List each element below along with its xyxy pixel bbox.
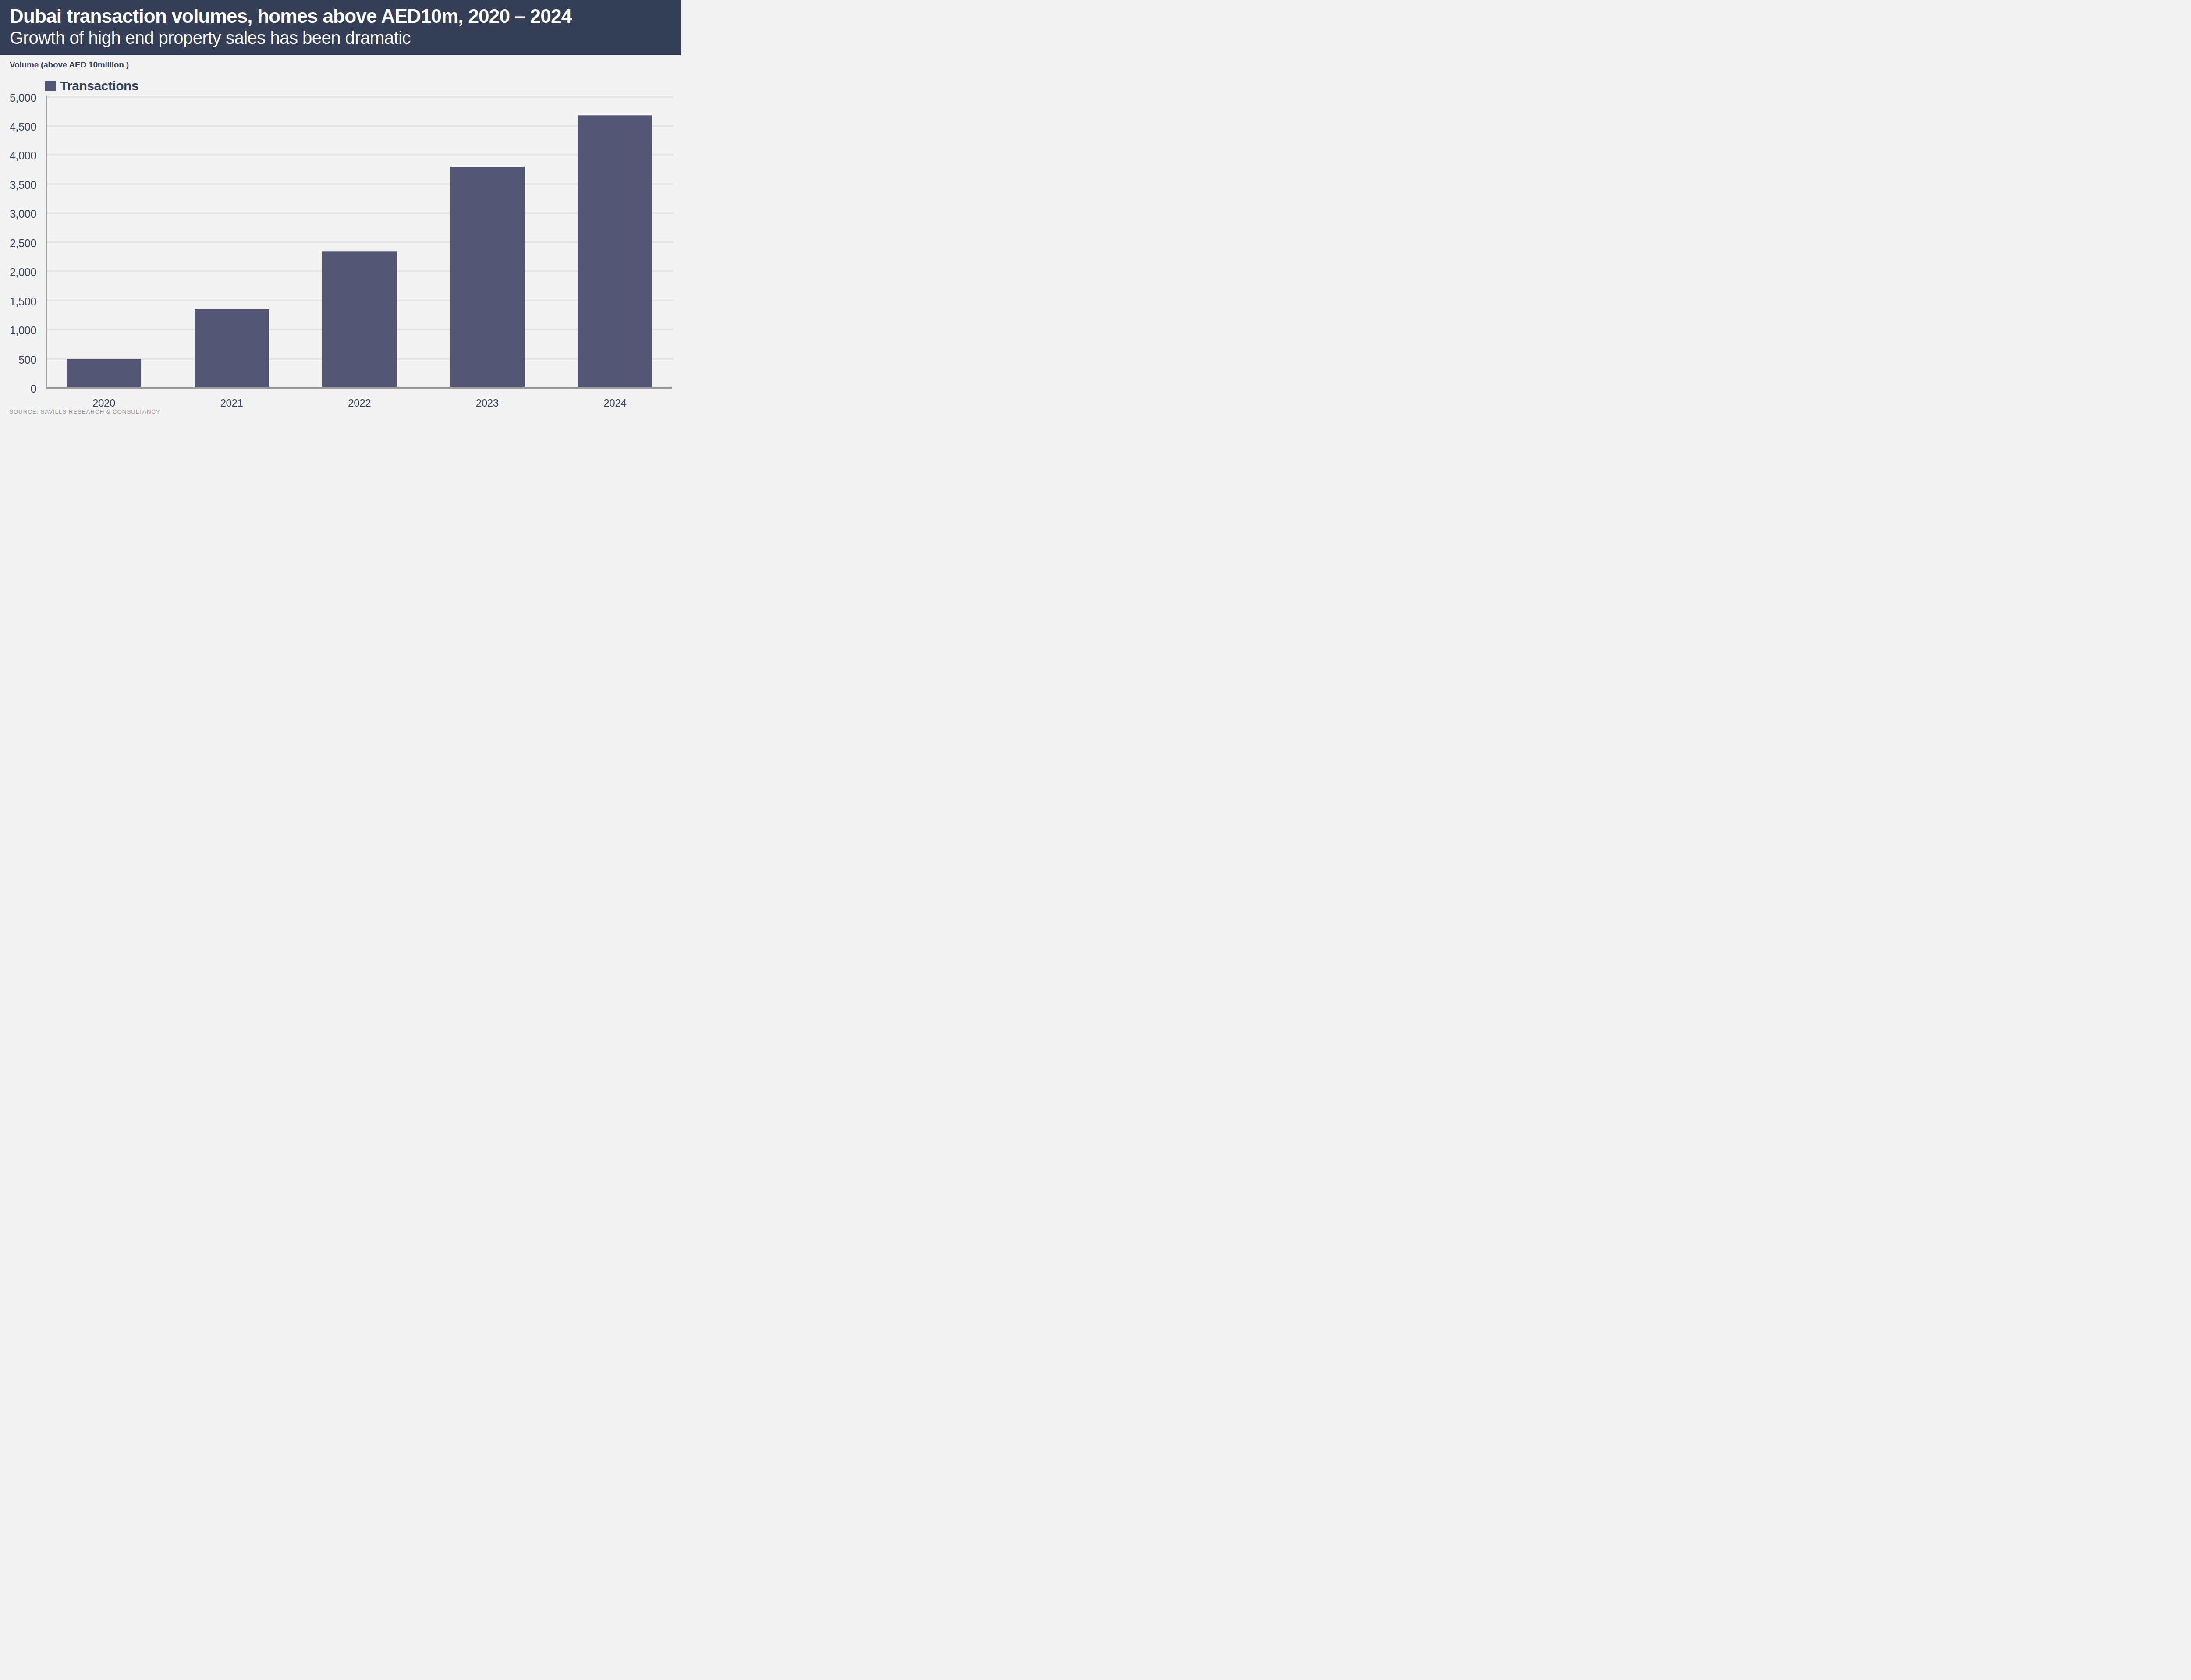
y-tick-2000: 2,000	[0, 266, 36, 278]
y-tick-4000: 4,000	[0, 150, 36, 161]
y-tick-1500: 1,500	[0, 296, 36, 307]
y-tick-0: 0	[0, 383, 36, 394]
y-tick-2500: 2,500	[0, 237, 36, 249]
x-label-2023: 2023	[450, 397, 525, 409]
y-tick-1000: 1,000	[0, 325, 36, 336]
bar-2023	[450, 167, 525, 387]
infographic-page: Dubai transaction volumes, homes above A…	[0, 0, 681, 420]
source-credit: SOURCE: SAVILLS RESEARCH & CONSULTANCY	[9, 408, 160, 415]
y-tick-3500: 3,500	[0, 179, 36, 191]
bar-2020	[67, 359, 141, 387]
y-tick-3000: 3,000	[0, 208, 36, 220]
bar-2022	[322, 251, 397, 387]
y-tick-5000: 5,000	[0, 92, 36, 103]
bar-2024	[578, 115, 652, 387]
y-tick-500: 500	[0, 354, 36, 365]
x-label-2021: 2021	[195, 397, 269, 409]
x-label-2024: 2024	[578, 397, 652, 409]
bar-chart-plot-area: 0 500 1,000 1,500 2,000 2,500 3,000 3,500 4,000 4…	[0, 0, 681, 420]
y-tick-4500: 4,500	[0, 121, 36, 132]
x-label-2020: 2020	[67, 397, 141, 409]
gridline-5000	[46, 96, 674, 98]
x-axis-line	[46, 387, 672, 389]
bar-2021	[195, 309, 269, 387]
y-axis-line	[46, 96, 47, 388]
x-label-2022: 2022	[322, 397, 397, 409]
